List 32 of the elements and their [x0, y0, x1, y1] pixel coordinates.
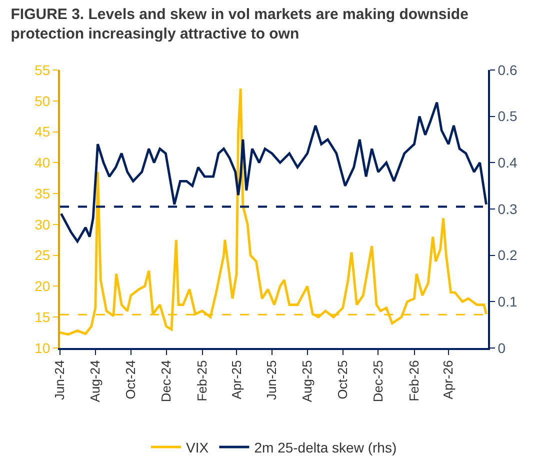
y2-tick-label: 0: [498, 340, 506, 356]
legend-label: 2m 25-delta skew (rhs): [254, 439, 397, 456]
y-tick-label: 20: [34, 278, 50, 294]
y-tick-label: 45: [34, 124, 50, 140]
x-tick-label: Apr-25: [228, 360, 244, 400]
x-tick-label: Oct-24: [123, 360, 138, 400]
y2-tick-label: 0.6: [498, 62, 518, 78]
y-tick-label: 30: [34, 216, 50, 232]
x-tick-label: Dec-25: [370, 360, 386, 402]
x-tick-label: Jun-25: [264, 360, 280, 400]
x-tick-label: Apr-26: [440, 360, 456, 400]
y2-tick-label: 0.1: [498, 294, 518, 310]
x-tick-label: Feb-25: [194, 360, 210, 402]
x-tick-label: Aug-25: [300, 360, 315, 402]
y2-tick-label: 0.3: [498, 200, 518, 217]
y-tick-label: 55: [34, 62, 50, 78]
y-tick-label: 25: [34, 247, 50, 264]
y2-tick-label: 0.5: [498, 108, 518, 124]
y-tick-label: 50: [34, 92, 50, 109]
x-tick-label: Jun-24: [52, 360, 68, 400]
y-tick-label: 15: [34, 309, 50, 326]
x-tick-label: Feb-26: [406, 360, 422, 402]
x-tick-label: Dec-24: [158, 360, 174, 402]
x-tick-label: Oct-25: [335, 360, 350, 400]
y2-tick-label: 0.4: [498, 154, 518, 171]
y2-tick-label: 0.2: [498, 247, 518, 264]
y-tick-label: 40: [34, 154, 50, 171]
chart-title: FIGURE 3. Levels and skew in vol markets are making downside protection increasingly attractive to own: [10, 6, 468, 42]
x-tick-label: Aug-24: [88, 360, 103, 402]
legend-label: VIX: [186, 439, 210, 456]
y-tick-label: 35: [34, 185, 50, 202]
y-tick-label: 10: [34, 340, 50, 356]
